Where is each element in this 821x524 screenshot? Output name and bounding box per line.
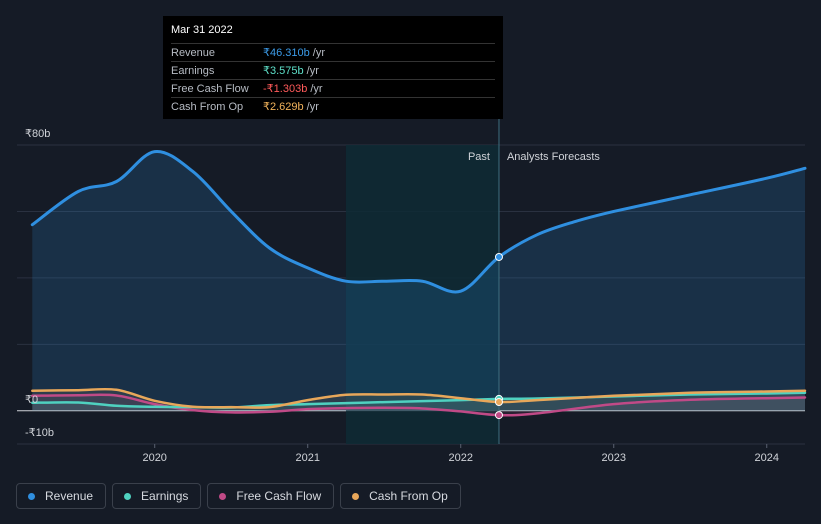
revenue-line: [30, 150, 807, 294]
free-cash-flow-marker: [494, 411, 503, 420]
x-tick-label: 2022: [448, 452, 472, 464]
legend-item-revenue[interactable]: Revenue: [16, 483, 107, 509]
x-tick-label: 2023: [601, 452, 625, 464]
legend-label: Cash From Op: [369, 489, 448, 503]
x-axis-labels: 2020 2021 2022 2023 2024: [142, 444, 779, 464]
tooltip-value: ₹3.575b: [263, 65, 304, 77]
past-label: Past: [468, 151, 490, 163]
legend-label: Revenue: [45, 489, 94, 503]
cash-from-op-dot-icon: [352, 492, 360, 500]
cash-from-op-line: [31, 387, 807, 409]
revenue-dot-icon: [28, 492, 35, 500]
earnings-dot-icon: [124, 492, 132, 500]
y-tick-label: -₹10b: [25, 427, 54, 439]
legend: Revenue Earnings Free Cash Flow Cash Fro…: [16, 483, 461, 509]
hover-markers: [494, 252, 503, 420]
y-axis-labels: ₹80b ₹0 -₹10b: [25, 128, 54, 439]
tooltip-row-revenue: Revenue ₹46.310b /yr: [171, 43, 495, 61]
tooltip-value: ₹2.629b: [263, 101, 304, 113]
tooltip-label: Earnings: [171, 64, 215, 77]
free-cash-flow-dot-icon: [219, 492, 227, 500]
legend-label: Earnings: [141, 489, 189, 503]
y-tick-label: ₹0: [25, 394, 38, 406]
legend-label: Free Cash Flow: [236, 489, 322, 503]
tooltip-label: Cash From Op: [171, 100, 244, 113]
tooltip-label: Revenue: [171, 46, 216, 59]
tooltip-unit: /yr: [312, 46, 325, 59]
tooltip-unit: /yr: [306, 64, 319, 77]
x-tick-label: 2021: [295, 452, 319, 464]
free-cash-flow-area: [32, 394, 806, 416]
free-cash-flow-line: [31, 393, 807, 417]
tooltip: Mar 31 2022 Revenue ₹46.310b /yr Earning…: [163, 16, 503, 119]
forecast-label: Analysts Forecasts: [507, 151, 600, 163]
cash-from-op-marker: [494, 398, 503, 407]
tooltip-unit: /yr: [306, 100, 319, 113]
revenue-marker: [494, 252, 503, 261]
tooltip-row-earnings: Earnings ₹3.575b /yr: [171, 61, 495, 79]
x-tick-label: 2020: [142, 452, 166, 464]
tooltip-label: Free Cash Flow: [171, 82, 249, 95]
tooltip-value: -₹1.303b: [263, 83, 308, 95]
chart-canvas: ₹80b ₹0 -₹10b 2020 2021 2022 2023 2024 Past An…: [17, 119, 807, 464]
legend-item-cash-from-op[interactable]: Cash From Op: [340, 483, 461, 509]
legend-item-free-cash-flow[interactable]: Free Cash Flow: [207, 483, 335, 509]
x-tick-label: 2024: [755, 452, 779, 464]
tooltip-date: Mar 31 2022: [171, 24, 233, 36]
tooltip-unit: /yr: [310, 82, 323, 95]
tooltip-row-cash-from-op: Cash From Op ₹2.629b /yr: [171, 97, 495, 115]
tooltip-row-free-cash-flow: Free Cash Flow -₹1.303b /yr: [171, 79, 495, 97]
legend-item-earnings[interactable]: Earnings: [112, 483, 202, 509]
y-tick-label: ₹80b: [25, 128, 50, 140]
series-lines: [30, 150, 807, 417]
tooltip-value: ₹46.310b: [263, 47, 310, 59]
